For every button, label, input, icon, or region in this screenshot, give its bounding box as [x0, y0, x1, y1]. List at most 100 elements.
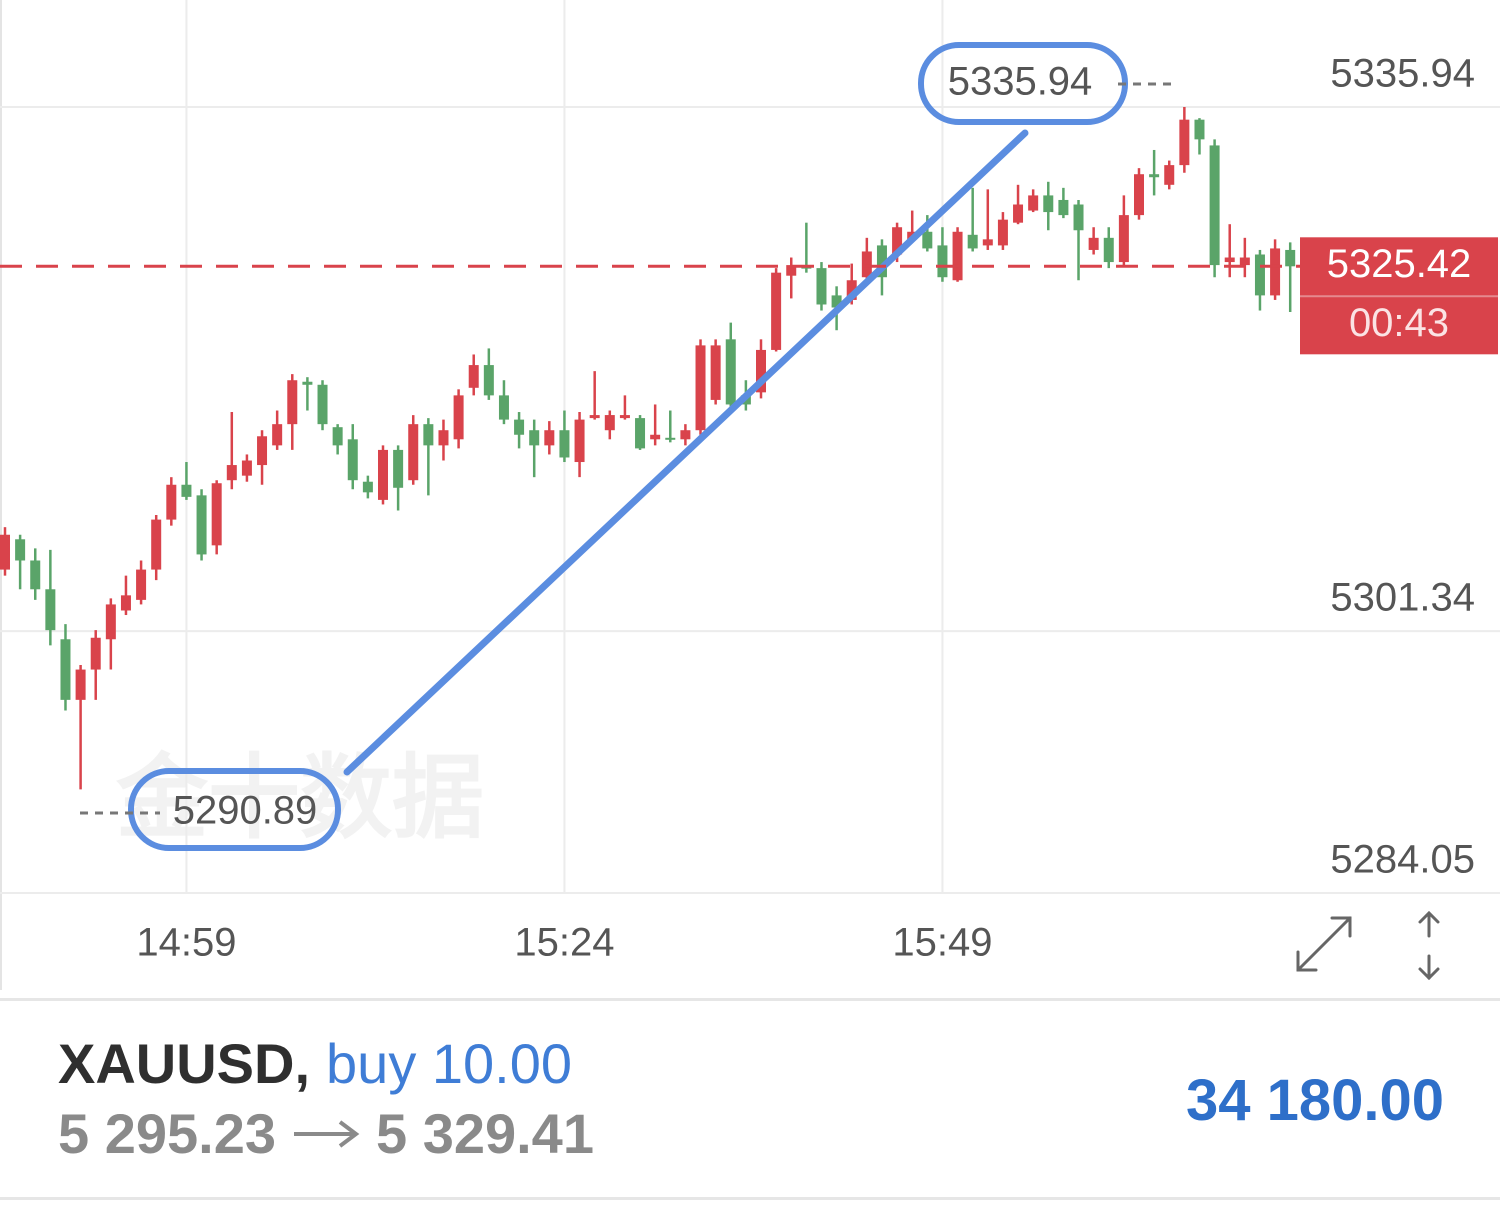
- candle-body: [665, 437, 676, 440]
- candle-body: [30, 560, 41, 590]
- candle-body: [136, 569, 147, 600]
- candle-body: [1088, 237, 1099, 250]
- candle-body: [1134, 174, 1144, 216]
- open-price: 5 295.23: [58, 1102, 276, 1165]
- candle-body: [332, 427, 343, 446]
- candle-body: [0, 534, 10, 570]
- candle-body: [756, 349, 766, 393]
- candle-body: [846, 280, 857, 300]
- current-price: 5 329.41: [375, 1102, 594, 1165]
- candle-body: [1209, 145, 1220, 266]
- y-tick-label: 5284.05: [1330, 838, 1475, 882]
- candle-body: [619, 415, 630, 419]
- candle-body: [226, 465, 237, 481]
- candle-body: [574, 419, 585, 463]
- candle-body: [1058, 199, 1069, 216]
- candle-body: [317, 384, 328, 425]
- candle-body: [257, 436, 268, 466]
- candle-body: [166, 484, 177, 520]
- candle-body: [468, 365, 479, 388]
- y-tick-label: 5335.94: [1330, 52, 1475, 96]
- candle-body: [438, 430, 449, 446]
- candle-body: [393, 449, 404, 488]
- candle-body: [861, 251, 872, 278]
- candle-body: [589, 415, 600, 419]
- position-panel[interactable]: XAUUSD, buy 10.00 5 295.23 5 329.41 34 1…: [0, 998, 1500, 1200]
- candle-body: [120, 595, 131, 611]
- candle-body: [362, 481, 373, 493]
- candle-body: [1239, 257, 1250, 266]
- x-tick-label: 15:49: [892, 921, 992, 965]
- candle-body: [816, 268, 827, 305]
- candle-body: [408, 424, 419, 481]
- candle-body: [710, 345, 721, 400]
- candle-body: [1164, 165, 1175, 185]
- candle-body: [75, 669, 86, 700]
- candle-body: [892, 227, 903, 255]
- candle-body: [1224, 257, 1235, 263]
- candle-body: [151, 519, 162, 570]
- candle-body: [196, 495, 207, 555]
- candle-body: [937, 245, 948, 278]
- candle-body: [1118, 215, 1129, 263]
- candle-body: [967, 234, 978, 249]
- candle-body: [181, 484, 192, 497]
- candle-body: [302, 381, 313, 385]
- candle-body: [1073, 204, 1084, 231]
- candle-body: [922, 231, 933, 249]
- candle-body: [60, 639, 71, 700]
- candle-body: [287, 380, 298, 425]
- candle-body: [1179, 119, 1190, 166]
- price-change: 5 295.23 5 329.41: [58, 1101, 594, 1166]
- candle-body: [105, 604, 116, 640]
- candle-body: [786, 265, 797, 276]
- candle-body: [1103, 237, 1114, 263]
- chart: 金十数据 5335.94 5290.89 5335.94 5301.34 5284.…: [0, 0, 1500, 990]
- candle-body: [1013, 204, 1024, 223]
- candle-body: [725, 339, 736, 405]
- candle-body: [483, 365, 494, 396]
- candle-body: [1270, 248, 1281, 296]
- candle-body: [272, 424, 283, 446]
- candle-body: [1285, 249, 1296, 267]
- symbol: XAUUSD,: [58, 1032, 311, 1095]
- candle-body: [1028, 195, 1039, 211]
- candle-body: [952, 231, 963, 281]
- y-tick-label: 5301.34: [1330, 576, 1475, 620]
- candle-body: [544, 430, 555, 446]
- candle-body: [982, 239, 993, 246]
- low-label: 5290.89: [173, 789, 318, 833]
- candle-body: [347, 439, 358, 481]
- candle-body: [771, 272, 782, 350]
- profit: 34 180.00: [1185, 1068, 1444, 1133]
- candle-body: [211, 483, 222, 546]
- candle-body: [529, 430, 540, 446]
- candle-body: [695, 345, 706, 431]
- candle-body: [15, 539, 26, 561]
- expand-icon[interactable]: [1296, 916, 1352, 972]
- candle-body: [241, 460, 252, 476]
- candle-body: [650, 434, 661, 440]
- candle-body: [1149, 174, 1160, 178]
- candle-body: [604, 415, 615, 431]
- candle-body: [1254, 254, 1265, 296]
- position-title: XAUUSD, buy 10.00: [58, 1031, 572, 1096]
- grid: [0, 0, 1500, 894]
- candle-body: [90, 637, 101, 670]
- candle-body: [45, 589, 56, 631]
- scale-icon[interactable]: [1418, 910, 1440, 981]
- candle-body: [876, 245, 887, 278]
- high-label: 5335.94: [948, 60, 1093, 104]
- candle-body: [680, 430, 691, 440]
- candle-body: [559, 430, 570, 458]
- candle-body: [1043, 195, 1054, 213]
- candle-body: [453, 395, 464, 440]
- candle-body: [831, 295, 842, 308]
- candle-body: [1194, 119, 1205, 140]
- candles: [0, 106, 1296, 790]
- highlight-low: [128, 768, 341, 851]
- candle-body: [997, 219, 1008, 246]
- drawn-line: [343, 129, 1029, 776]
- candle-body: [498, 395, 509, 420]
